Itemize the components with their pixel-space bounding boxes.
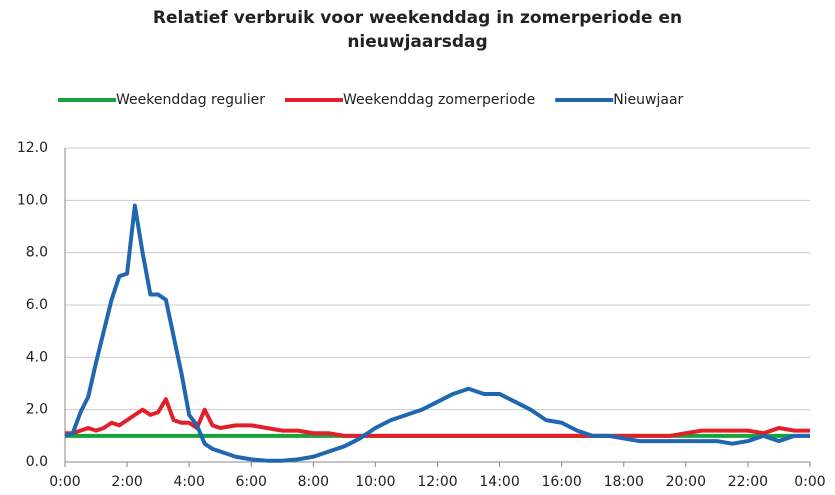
y-tick-label: 10.0	[17, 192, 48, 208]
x-tick-label: 20:00	[666, 474, 706, 490]
x-tick-label: 0:00	[49, 474, 80, 490]
y-tick-label: 6.0	[26, 297, 48, 313]
y-tick-label: 8.0	[26, 245, 48, 261]
legend-label: Weekenddag zomerperiode	[343, 92, 535, 108]
x-tick-label: 22:00	[728, 474, 768, 490]
chart-title: Relatief verbruik voor weekenddag in zom…	[152, 8, 683, 52]
x-tick-label: 14:00	[479, 474, 519, 490]
x-tick-label: 18:00	[604, 474, 644, 490]
y-tick-label: 0.0	[26, 454, 48, 470]
y-tick-label: 4.0	[26, 349, 48, 365]
series-line	[64, 203, 810, 463]
x-tick-label: 6:00	[236, 474, 267, 490]
x-tick-label: 16:00	[541, 474, 581, 490]
y-tick-label: 12.0	[17, 140, 48, 156]
legend-label: Weekenddag regulier	[116, 92, 265, 108]
series-line	[65, 397, 810, 438]
x-tick-label: 12:00	[417, 474, 457, 490]
x-tick-label: 10:00	[355, 474, 395, 490]
legend-label: Nieuwjaar	[613, 92, 683, 108]
x-tick-label: 4:00	[173, 474, 204, 490]
x-tick-label: 2:00	[111, 474, 142, 490]
x-tick-label: 0:00	[794, 474, 825, 490]
y-tick-label: 2.0	[26, 402, 48, 418]
x-tick-label: 8:00	[298, 474, 329, 490]
